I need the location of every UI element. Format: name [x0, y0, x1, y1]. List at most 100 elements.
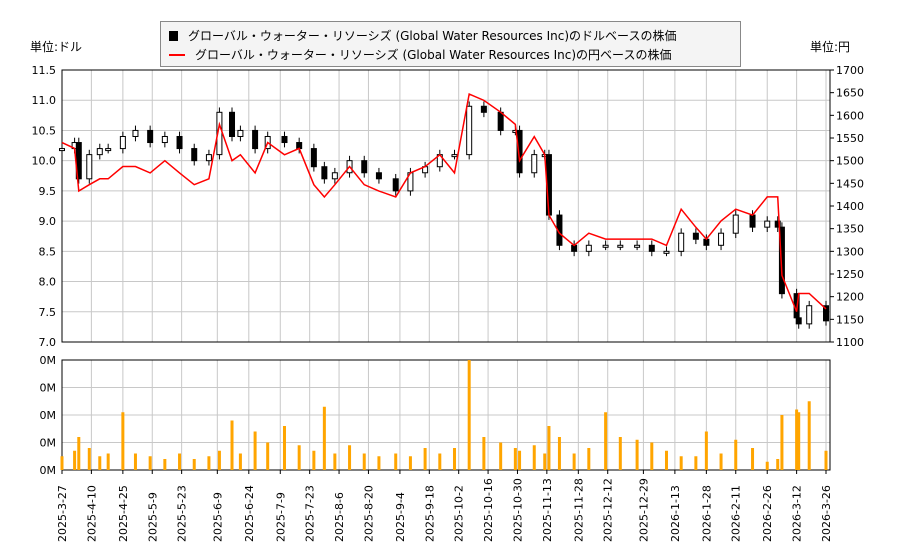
x-tick-label: 2025-8-20 — [362, 485, 375, 542]
usd-candle — [749, 214, 756, 228]
usd-candle — [331, 172, 338, 180]
volume-tick-label: 0M — [40, 382, 57, 395]
volume-tick-label: 0M — [40, 437, 57, 450]
y-right-tick-label: 1450 — [836, 177, 864, 190]
x-tick-label: 2025-4-25 — [117, 485, 130, 542]
y-left-tick-label: 8.5 — [39, 245, 57, 258]
legend: グローバル・ウォーター・リソーシズ (Global Water Resource… — [160, 21, 741, 67]
usd-candle — [602, 244, 609, 248]
y-right-tick-label: 1200 — [836, 291, 864, 304]
volume-bar — [207, 456, 211, 470]
usd-candle — [663, 250, 670, 254]
volume-bar — [230, 420, 234, 470]
volume-bar — [572, 453, 576, 470]
x-tick-label: 2025-7-23 — [304, 485, 317, 542]
y-right-tick-label: 1550 — [836, 132, 864, 145]
volume-bar — [776, 459, 780, 470]
y-left-tick-label: 9.0 — [39, 215, 57, 228]
volume-bar — [121, 412, 125, 470]
usd-candle — [778, 226, 785, 295]
usd-candle — [497, 111, 504, 131]
y-right-tick-label: 1400 — [836, 200, 864, 213]
jpy-price-line — [61, 92, 827, 312]
volume-bar — [719, 453, 723, 470]
volume-tick-label: 0M — [40, 354, 57, 367]
x-tick-label: 2025-6-9 — [211, 492, 224, 542]
volume-tick-label: 0M — [40, 409, 57, 422]
price-plot-frame — [61, 69, 831, 343]
volume-bar — [333, 453, 337, 470]
volume-bar — [751, 448, 755, 470]
red-line-icon — [169, 53, 185, 56]
volume-bar — [664, 450, 668, 470]
volume-bar — [348, 445, 352, 470]
volume-bar — [322, 406, 326, 470]
volume-bar — [807, 401, 811, 470]
usd-candle — [678, 232, 685, 252]
volume-bar — [423, 448, 427, 470]
volume-bar — [297, 445, 301, 470]
volume-bar — [238, 453, 242, 470]
y-right-tick-label: 1600 — [836, 109, 864, 122]
volume-bar — [618, 437, 622, 470]
volume-bar — [795, 409, 799, 470]
x-tick-label: 2025-12-12 — [602, 478, 615, 542]
x-tick-label: 2025-9-18 — [423, 485, 436, 542]
usd-candle — [774, 220, 781, 228]
volume-bar — [282, 426, 286, 470]
volume-bar — [543, 453, 547, 470]
volume-bar — [518, 450, 522, 470]
usd-candle — [252, 129, 259, 150]
x-tick-label: 2026-1-28 — [700, 485, 713, 542]
usd-candle — [617, 244, 624, 248]
volume-bar — [482, 437, 486, 470]
usd-candle — [161, 135, 168, 144]
y-left-tick-label: 11.0 — [32, 94, 57, 107]
usd-candle — [281, 135, 288, 144]
usd-candle — [764, 220, 771, 228]
x-tick-label: 2025-12-29 — [637, 478, 650, 542]
y-right-tick-label: 1300 — [836, 245, 864, 258]
usd-candle — [531, 154, 538, 174]
usd-candle — [692, 232, 699, 240]
x-tick-label: 2025-5-9 — [146, 492, 159, 542]
usd-candle — [718, 232, 725, 246]
volume-bar — [377, 456, 381, 470]
usd-candle — [375, 172, 382, 180]
volume-bar — [587, 448, 591, 470]
volume-bar — [106, 453, 110, 470]
x-tick-label: 2025-11-28 — [572, 478, 585, 542]
volume-bar — [635, 439, 639, 470]
volume-bar — [253, 431, 257, 470]
x-tick-label: 2025-8-6 — [333, 492, 346, 542]
volume-bar — [362, 453, 366, 470]
volume-bar — [694, 456, 698, 470]
volume-bar — [604, 412, 608, 470]
usd-candle — [176, 135, 183, 150]
legend-item-usd: グローバル・ウォーター・リソーシズ (Global Water Resource… — [169, 27, 676, 44]
volume-bar — [163, 459, 167, 470]
right-unit-label: 単位:円 — [810, 40, 851, 54]
x-tick-label: 2025-10-30 — [511, 478, 524, 542]
y-left-tick-label: 8.0 — [39, 276, 57, 289]
legend-usd-label: グローバル・ウォーター・リソーシズ (Global Water Resource… — [188, 29, 677, 43]
x-tick-label: 2025-9-4 — [394, 492, 407, 542]
usd-candle — [806, 305, 813, 325]
usd-candle — [480, 105, 487, 113]
volume-bar — [557, 437, 561, 470]
volume-plot-frame — [61, 359, 831, 471]
volume-bar — [824, 450, 828, 470]
usd-candle — [205, 154, 212, 162]
volume-bar — [266, 442, 270, 470]
y-right-tick-label: 1150 — [836, 313, 864, 326]
usd-candle — [147, 129, 154, 144]
volume-bar — [452, 448, 456, 470]
y-right-tick-label: 1650 — [836, 87, 864, 100]
y-right-tick-label: 1250 — [836, 268, 864, 281]
usd-candle — [634, 244, 641, 248]
y-right-tick-label: 1100 — [836, 336, 864, 349]
usd-candle — [648, 244, 655, 252]
usd-candle — [105, 148, 112, 152]
usd-candle — [732, 214, 739, 234]
